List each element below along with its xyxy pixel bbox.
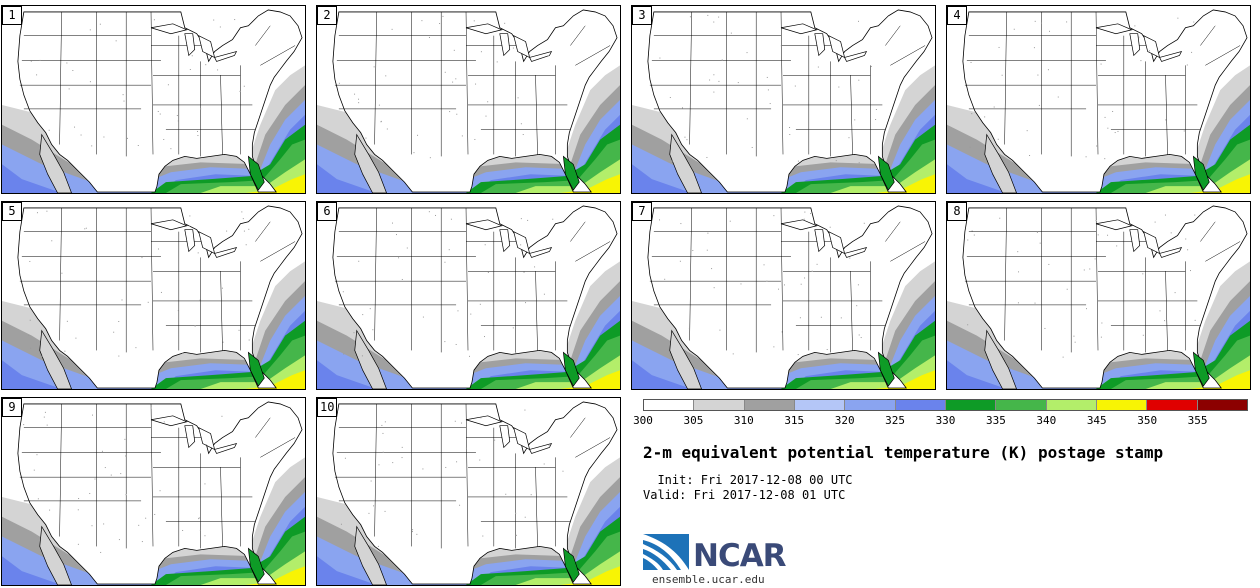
theta-e-field [317, 398, 620, 585]
legend-swatch [1197, 400, 1247, 410]
legend-tick-label: 300 [633, 414, 653, 427]
member-number-label: 4 [947, 6, 967, 25]
theta-e-field [317, 6, 620, 193]
legend-swatch [845, 400, 896, 410]
legend-swatch [794, 400, 846, 410]
member-number-label: 7 [632, 202, 652, 221]
ensemble-member-map: 4 [946, 5, 1251, 194]
legend-swatch [1046, 400, 1097, 410]
ensemble-member-map: 2 [316, 5, 621, 194]
legend-tick-label: 330 [935, 414, 956, 427]
plot-title: 2-m equivalent potential temperature (K)… [643, 443, 1164, 462]
ensemble-member-map: 5 [1, 201, 306, 390]
logo-url: ensemble.ucar.edu [652, 573, 765, 586]
legend-swatch [1147, 400, 1198, 410]
ensemble-member-map: 1 [1, 5, 306, 194]
legend-tick-label: 355 [1187, 414, 1208, 427]
theta-e-field [2, 398, 305, 585]
theta-e-field [947, 6, 1250, 193]
legend-swatch [945, 400, 997, 410]
theta-e-field [317, 202, 620, 389]
legend-tick-label: 345 [1086, 414, 1107, 427]
theta-e-field [2, 6, 305, 193]
legend-tick-label: 315 [784, 414, 805, 427]
ensemble-member-map: 8 [946, 201, 1251, 390]
legend-swatch [694, 400, 745, 410]
color-legend [643, 399, 1248, 411]
ensemble-member-map: 9 [1, 397, 306, 586]
legend-swatch [744, 400, 795, 410]
legend-swatch [644, 400, 695, 410]
member-number-label: 10 [317, 398, 338, 417]
theta-e-field [632, 6, 935, 193]
valid-time: Valid: Fri 2017-12-08 01 UTC [643, 488, 846, 502]
theta-e-field [632, 202, 935, 389]
theta-e-field [947, 202, 1250, 389]
legend-tick-label: 310 [733, 414, 754, 427]
legend-tick-label: 340 [1036, 414, 1057, 427]
legend-swatch [996, 400, 1047, 410]
member-number-label: 3 [632, 6, 652, 25]
member-number-label: 8 [947, 202, 967, 221]
ensemble-member-map: 6 [316, 201, 621, 390]
ncar-logo-icon [643, 534, 689, 570]
legend-swatch [1096, 400, 1148, 410]
ensemble-member-map: 7 [631, 201, 936, 390]
init-time: Init: Fri 2017-12-08 00 UTC [643, 473, 853, 487]
ensemble-member-map: 3 [631, 5, 936, 194]
legend-tick-label: 350 [1137, 414, 1158, 427]
member-number-label: 1 [2, 6, 22, 25]
ensemble-member-map: 10 [316, 397, 621, 586]
ncar-logo-text: NCAR [693, 538, 787, 574]
member-number-label: 6 [317, 202, 337, 221]
member-number-label: 9 [2, 398, 22, 417]
theta-e-field [2, 202, 305, 389]
legend-tick-label: 335 [985, 414, 1006, 427]
legend-tick-label: 320 [834, 414, 855, 427]
legend-tick-label: 305 [683, 414, 704, 427]
legend-tick-label: 325 [885, 414, 906, 427]
legend-swatch [895, 400, 946, 410]
member-number-label: 5 [2, 202, 22, 221]
member-number-label: 2 [317, 6, 337, 25]
